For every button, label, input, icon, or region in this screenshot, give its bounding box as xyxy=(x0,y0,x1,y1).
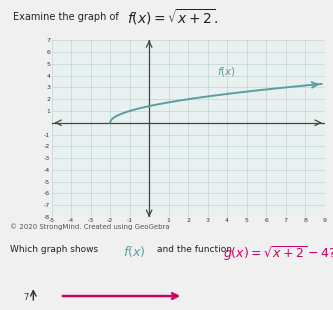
Text: $f(x) = \sqrt{x+2}.$: $f(x) = \sqrt{x+2}.$ xyxy=(127,7,218,27)
Text: $g(x) = \sqrt{x+2}-4?$: $g(x) = \sqrt{x+2}-4?$ xyxy=(223,244,333,263)
Text: $f(x)$: $f(x)$ xyxy=(217,65,236,78)
Text: © 2020 StrongMind. Created using GeoGebra: © 2020 StrongMind. Created using GeoGebr… xyxy=(10,223,169,230)
Text: 7: 7 xyxy=(23,293,29,302)
Text: Which graph shows: Which graph shows xyxy=(10,245,98,254)
Text: $f(x)$: $f(x)$ xyxy=(123,244,146,259)
Text: and the function: and the function xyxy=(157,245,231,254)
Text: Examine the graph of: Examine the graph of xyxy=(13,12,125,22)
